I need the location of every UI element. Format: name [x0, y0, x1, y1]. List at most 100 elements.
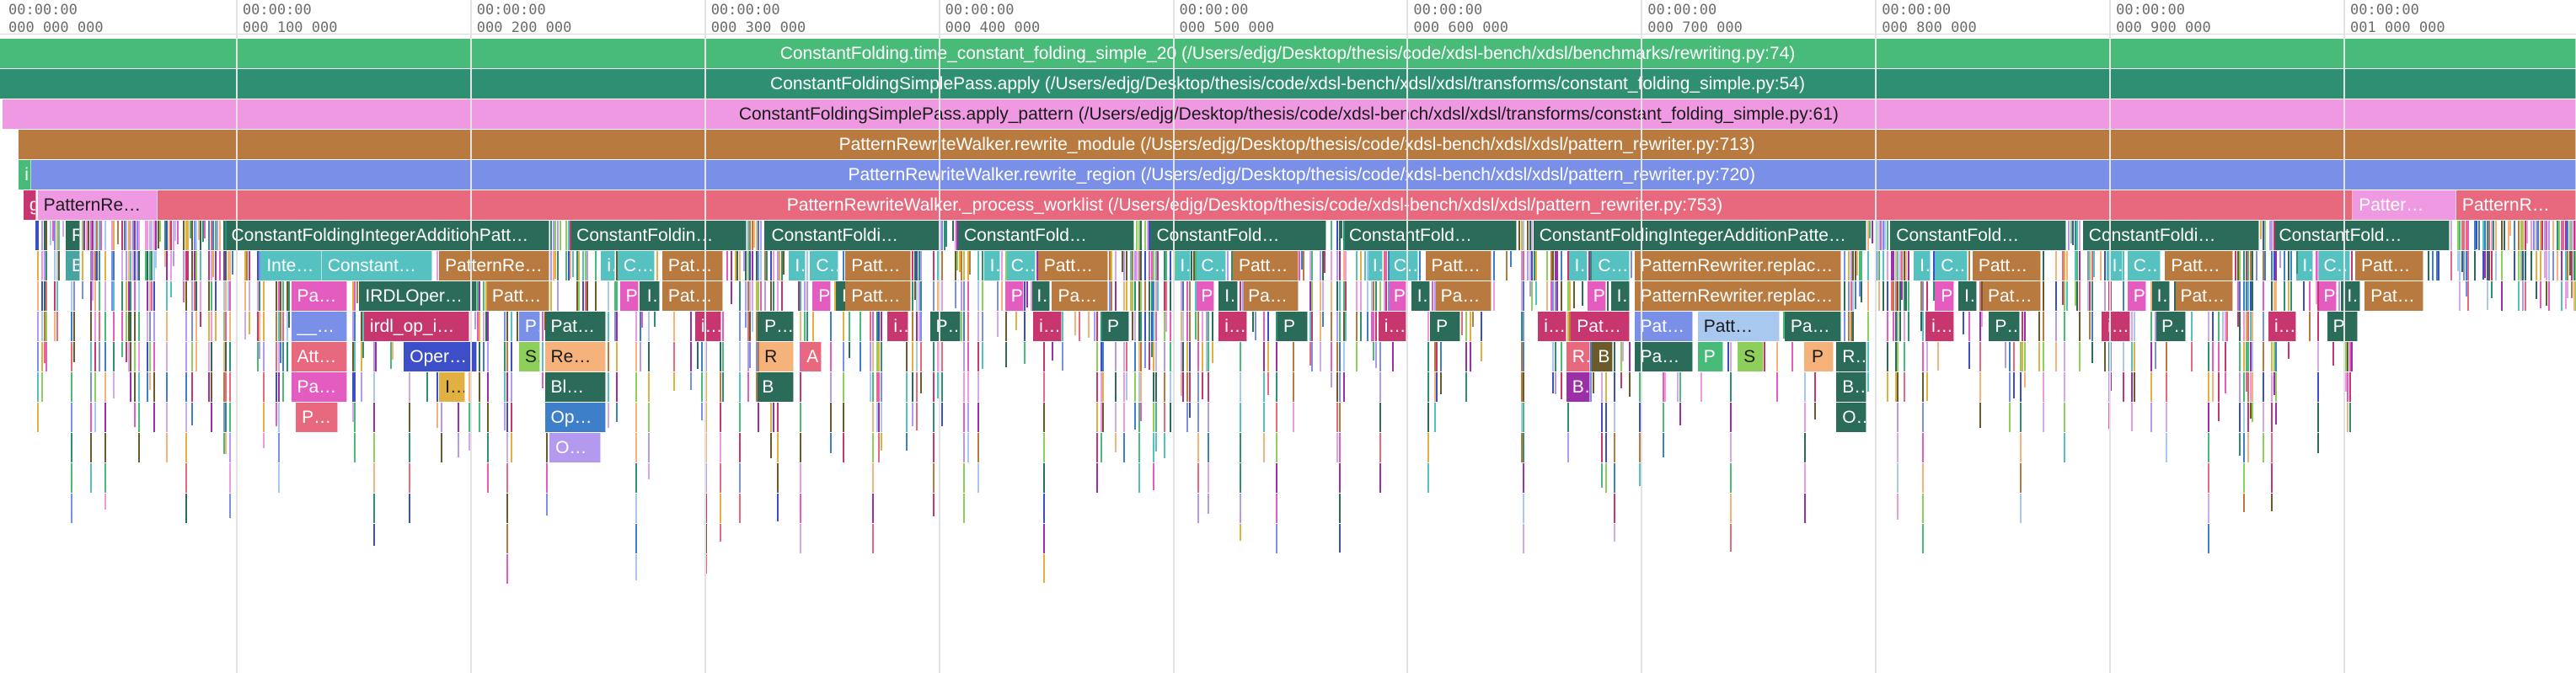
flame-frame-sliver[interactable]: [962, 312, 965, 341]
flame-frame-sliver[interactable]: [1566, 403, 1569, 432]
flame-frame-sliver[interactable]: [2567, 281, 2569, 298]
flame-frame-sliver[interactable]: [2165, 403, 2167, 432]
flame-frame-sliver[interactable]: [1922, 494, 1925, 523]
flame-frame-sliver[interactable]: [2482, 221, 2484, 250]
flame-frame-sliver[interactable]: [58, 251, 61, 280]
flame-frame-sliver[interactable]: [1163, 251, 1165, 280]
flame-frame-sliver[interactable]: [2211, 372, 2214, 402]
flame-frame-sliver[interactable]: [195, 221, 198, 250]
flame-frame-sliver[interactable]: [647, 342, 650, 371]
flame-frame-sliver[interactable]: [1366, 251, 1368, 280]
flame-frame-sliver[interactable]: [1136, 221, 1138, 250]
flame-frame-sliver[interactable]: [151, 281, 153, 311]
flame-frame-sliver[interactable]: [1102, 372, 1105, 402]
flame-frame[interactable]: ConstantFold…: [1150, 221, 1327, 250]
flame-frame-sliver[interactable]: [1180, 281, 1182, 311]
flame-frame-sliver[interactable]: [263, 281, 265, 311]
flame-frame-sliver[interactable]: [2218, 403, 2220, 421]
flame-frame-sliver[interactable]: [356, 281, 358, 303]
flame-frame-sliver[interactable]: [758, 251, 760, 280]
flame-frame-sliver[interactable]: [1149, 281, 1151, 311]
flame-frame-sliver[interactable]: [286, 281, 288, 311]
flame-frame-sliver[interactable]: [208, 281, 211, 311]
flame-frame-sliver[interactable]: [1922, 312, 1925, 341]
flame-frame-sliver[interactable]: [479, 403, 481, 432]
flame-frame[interactable]: P…: [2156, 312, 2187, 341]
flame-frame-sliver[interactable]: [842, 372, 844, 402]
flame-frame-sliver[interactable]: [2467, 281, 2470, 311]
flame-frame[interactable]: Patt…: [2165, 251, 2234, 280]
flame-frame-sliver[interactable]: [210, 403, 212, 432]
flame-frame-sliver[interactable]: [829, 372, 832, 402]
flame-frame-sliver[interactable]: [800, 342, 802, 371]
flame-frame-sliver[interactable]: [1201, 312, 1203, 341]
flame-frame-sliver[interactable]: [2055, 342, 2058, 371]
flame-frame-sliver[interactable]: [1153, 251, 1155, 280]
flame-frame-sliver[interactable]: [933, 251, 935, 280]
flame-frame-sliver[interactable]: [1321, 312, 1324, 327]
flame-frame-sliver[interactable]: [578, 281, 581, 311]
flame-frame-sliver[interactable]: [1115, 281, 1117, 311]
flame-frame-sliver[interactable]: [738, 433, 741, 462]
flame-frame[interactable]: ConstantFoldi…: [2082, 221, 2259, 250]
flame-frame-sliver[interactable]: [1370, 312, 1373, 341]
flame-frame-sliver[interactable]: [647, 403, 650, 432]
flame-frame-sliver[interactable]: [1240, 342, 1242, 371]
flame-frame-sliver[interactable]: [2309, 281, 2311, 311]
flame-frame-sliver[interactable]: [2091, 251, 2093, 280]
flame-frame-sliver[interactable]: [578, 251, 581, 280]
flame-frame-sliver[interactable]: [2351, 251, 2354, 280]
flame-frame-sliver[interactable]: [94, 251, 96, 280]
flame-frame-sliver[interactable]: [2173, 281, 2176, 311]
flame-frame-sliver[interactable]: [96, 221, 99, 250]
flame-frame-sliver[interactable]: [1140, 281, 1143, 311]
flame-frame-sliver[interactable]: [183, 221, 185, 250]
flame-frame-sliver[interactable]: [770, 281, 773, 311]
flame-frame-sliver[interactable]: [41, 342, 44, 371]
flame-frame-sliver[interactable]: [191, 403, 194, 425]
flame-frame-sliver[interactable]: [878, 403, 881, 432]
flame-frame-sliver[interactable]: [127, 251, 130, 280]
flame-frame-sliver[interactable]: [2023, 372, 2026, 387]
flame-frame-sliver[interactable]: [1149, 312, 1151, 341]
flame-frame-sliver[interactable]: [1195, 281, 1197, 311]
flame-frame-sliver[interactable]: [1936, 342, 1939, 371]
flame-frame-sliver[interactable]: [720, 433, 722, 462]
flame-frame-sliver[interactable]: [967, 433, 969, 462]
flame-frame-sliver[interactable]: [2315, 281, 2317, 304]
flame-frame-sliver[interactable]: [468, 433, 470, 451]
flame-frame-sliver[interactable]: [214, 251, 217, 280]
flame-frame-sliver[interactable]: [1552, 281, 1555, 311]
flame-frame-sliver[interactable]: [2043, 281, 2045, 311]
flame-frame-sliver[interactable]: [1614, 403, 1615, 432]
flame-frame-sliver[interactable]: [647, 433, 650, 462]
flame-frame-sliver[interactable]: [738, 494, 741, 523]
flame-frame-sliver[interactable]: [736, 251, 739, 280]
flame-frame-sliver[interactable]: [1803, 433, 1806, 462]
flame-frame-sliver[interactable]: [191, 312, 194, 341]
flame-frame-sliver[interactable]: [570, 251, 572, 279]
flame-frame-sliver[interactable]: [941, 403, 944, 426]
flame-frame-sliver[interactable]: [1170, 312, 1172, 341]
flame-frame-sliver[interactable]: [138, 403, 141, 432]
flame-frame-sliver[interactable]: [2076, 221, 2079, 250]
flame-frame-sliver[interactable]: [772, 251, 774, 280]
flame-frame-sliver[interactable]: [730, 251, 732, 280]
flame-frame-sliver[interactable]: [842, 251, 844, 280]
flame-frame-sliver[interactable]: [749, 221, 752, 250]
flame-frame-sliver[interactable]: [1241, 281, 1244, 311]
flame-frame[interactable]: __c…: [291, 312, 348, 341]
flame-frame-sliver[interactable]: [1882, 221, 1884, 250]
flame-frame-sliver[interactable]: [436, 251, 439, 280]
flame-frame-sliver[interactable]: [2317, 372, 2320, 402]
flame-frame-sliver[interactable]: [2019, 403, 2022, 432]
flame-frame-sliver[interactable]: [800, 433, 802, 462]
flame-frame[interactable]: R: [1566, 342, 1590, 371]
flame-frame-sliver[interactable]: [635, 463, 637, 493]
flame-frame-sliver[interactable]: [485, 281, 487, 311]
flame-frame-sliver[interactable]: [967, 251, 969, 280]
flame-frame-sliver[interactable]: [1303, 251, 1305, 280]
flame-frame-sliver[interactable]: [2239, 372, 2241, 402]
flame-frame-sliver[interactable]: [1531, 281, 1534, 311]
flame-frame-sliver[interactable]: [1330, 372, 1332, 387]
